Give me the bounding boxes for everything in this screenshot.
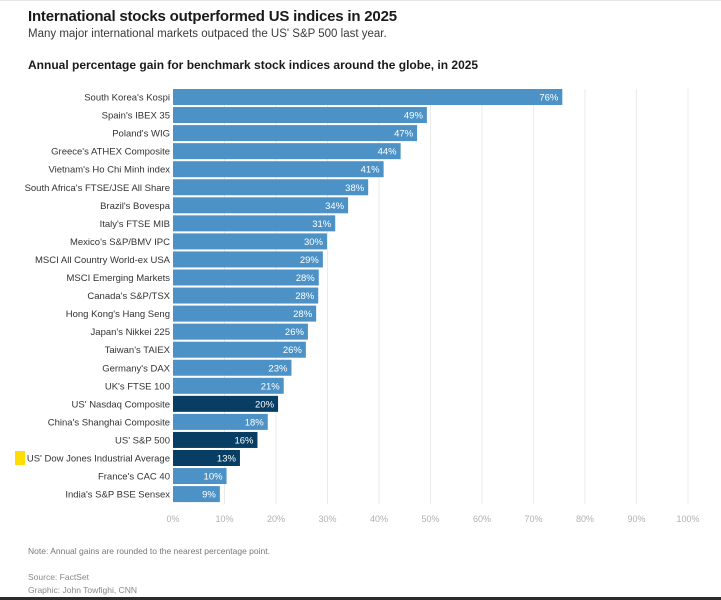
bar	[173, 161, 384, 178]
bar-value-label: 28%	[296, 273, 316, 284]
bar-value-label: 28%	[293, 309, 313, 320]
bar-value-label: 29%	[300, 255, 320, 266]
bar	[173, 179, 369, 196]
x-tick-label: 100%	[676, 514, 699, 524]
chart-title: Annual percentage gain for benchmark sto…	[28, 58, 479, 72]
bar-value-label: 76%	[539, 93, 559, 104]
category-label: Taiwan's TAIEX	[105, 345, 171, 356]
bar-value-label: 18%	[245, 417, 265, 428]
chart-note: Note: Annual gains are rounded to the ne…	[28, 546, 270, 556]
bar-value-label: 9%	[202, 490, 216, 501]
bar	[173, 413, 268, 430]
category-label: China's Shanghai Composite	[48, 417, 170, 428]
category-label: Spain's IBEX 35	[102, 111, 170, 122]
page-subtitle: Many major international markets outpace…	[28, 28, 387, 40]
category-label: Hong Kong's Hang Seng	[66, 309, 170, 320]
category-labels: South Korea's Kospi Spain's IBEX 35 Poland…	[15, 93, 171, 501]
highlight-marker	[15, 451, 25, 465]
category-label: Brazil's Bovespa	[100, 201, 171, 212]
x-tick-label: 80%	[576, 514, 594, 524]
bar-value-label: 44%	[378, 147, 398, 158]
bar	[173, 107, 427, 124]
bar-value-label: 41%	[361, 165, 381, 176]
bar	[173, 450, 240, 466]
bottom-edge	[0, 597, 721, 600]
bar	[173, 215, 336, 232]
bar-value-label: 49%	[404, 111, 424, 122]
category-label: Canada's S&P/TSX	[87, 291, 170, 302]
category-label: South Korea's Kospi	[84, 93, 170, 104]
x-tick-label: 20%	[267, 514, 285, 524]
bar	[173, 89, 563, 105]
bar	[173, 468, 227, 485]
bar	[173, 287, 319, 304]
x-tick-label: 40%	[370, 514, 388, 524]
bar	[173, 251, 323, 268]
x-tick-label: 70%	[524, 514, 542, 524]
bar	[173, 269, 319, 286]
category-label: Japan's Nikkei 225	[91, 327, 170, 338]
bar-value-label: 23%	[268, 363, 288, 374]
x-tick-label: 30%	[318, 514, 336, 524]
bar-value-label: 26%	[283, 345, 303, 356]
bar-value-label: 34%	[325, 201, 345, 212]
category-label: US' Dow Jones Industrial Average	[27, 454, 170, 465]
category-label: MSCI All Country World-ex USA	[35, 255, 171, 266]
category-label: India's S&P BSE Sensex	[65, 490, 170, 501]
bar	[173, 486, 220, 503]
bar-value-label: 20%	[255, 399, 275, 410]
bar-value-label: 30%	[304, 237, 324, 248]
page-title: International stocks outperformed US ind…	[28, 8, 397, 25]
category-label: France's CAC 40	[98, 472, 170, 483]
bar	[173, 125, 418, 142]
category-label: Germany's DAX	[102, 363, 170, 374]
graphic-credit: Graphic: John Towfighi, CNN	[28, 585, 137, 595]
category-label: Italy's FTSE MIB	[100, 219, 170, 230]
x-tick-label: 60%	[473, 514, 491, 524]
x-axis-ticks: 0% 10% 20% 30% 40% 50% 60% 70% 80% 90% 100%	[166, 514, 699, 524]
category-label: US' S&P 500	[115, 435, 170, 446]
bar-value-label: 38%	[345, 183, 365, 194]
bar	[173, 323, 308, 340]
bar-value-label: 31%	[312, 219, 332, 230]
x-tick-label: 10%	[215, 514, 233, 524]
bar-value-label: 26%	[285, 327, 305, 338]
bar	[173, 395, 279, 412]
x-tick-label: 90%	[627, 514, 645, 524]
x-tick-label: 50%	[421, 514, 439, 524]
bar	[173, 377, 284, 394]
category-label: US' Nasdaq Composite	[72, 399, 170, 410]
category-label: Mexico's S&P/BMV IPC	[70, 237, 170, 248]
bar	[173, 233, 327, 250]
category-label: South Africa's FTSE/JSE All Share	[25, 183, 170, 194]
bar	[173, 143, 401, 160]
bar	[173, 359, 292, 376]
bar-value-label: 47%	[394, 129, 414, 140]
bar	[173, 305, 317, 322]
category-label: MSCI Emerging Markets	[67, 273, 171, 284]
x-tick-label: 0%	[166, 514, 179, 524]
bar	[173, 341, 306, 358]
bar-value-label: 16%	[234, 435, 254, 446]
category-label: Vietnam's Ho Chi Minh index	[48, 165, 170, 176]
bar-chart: 76% 49% 47% 44% 41% 38%34% 31% 30% 29% 28% 28% 28% 2…	[15, 89, 700, 524]
top-border	[0, 0, 721, 1]
bar-value-label: 21%	[261, 381, 281, 392]
category-label: UK's FTSE 100	[105, 381, 170, 392]
bar	[173, 431, 258, 448]
bar-value-label: 28%	[295, 291, 315, 302]
bar-value-label: 13%	[217, 454, 237, 465]
bar	[173, 197, 349, 214]
source-credit: Source: FactSet	[28, 572, 89, 582]
bar-value-label: 10%	[204, 472, 224, 483]
bars: 76% 49% 47% 44% 41% 38%34% 31% 30% 29% 28% 28% 28% 2…	[173, 89, 563, 503]
category-label: Greece's ATHEX Composite	[51, 147, 170, 158]
category-label: Poland's WIG	[112, 129, 170, 140]
